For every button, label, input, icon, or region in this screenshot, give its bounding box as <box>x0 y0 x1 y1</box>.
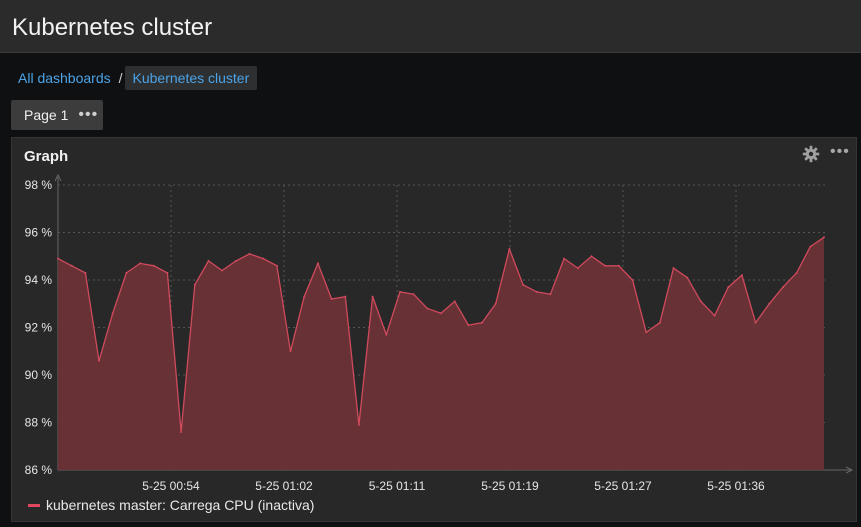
data-point <box>823 236 825 239</box>
data-point <box>139 262 142 265</box>
data-point <box>617 264 620 267</box>
data-point <box>125 271 128 274</box>
data-point <box>275 264 278 267</box>
breadcrumb: All dashboards / Kubernetes cluster <box>12 66 258 90</box>
graph-chart: 98 % 96 % 94 % 92 % 90 % 88 % 86 % 5-25 00:54 5-… <box>25 173 854 493</box>
data-point <box>316 262 319 265</box>
data-point <box>221 269 224 272</box>
x-tick-label: 5-25 00:54 <box>142 479 200 493</box>
dashboard-title: Kubernetes cluster <box>12 14 213 41</box>
data-point <box>481 321 483 324</box>
x-tick-label: 5-25 01:27 <box>594 479 652 493</box>
data-point <box>111 312 114 315</box>
data-point <box>768 302 771 305</box>
data-point <box>590 255 593 258</box>
data-point <box>549 293 552 296</box>
data-point <box>344 295 347 298</box>
data-point <box>686 276 689 279</box>
data-point <box>604 264 607 267</box>
breadcrumb-current-dashboard[interactable]: Kubernetes cluster <box>124 66 258 90</box>
x-tick-label: 5-25 01:19 <box>481 479 539 493</box>
data-point <box>70 264 73 267</box>
data-point <box>412 293 415 296</box>
data-point <box>57 257 59 260</box>
legend-swatch <box>28 503 40 507</box>
data-point <box>631 279 634 281</box>
data-point <box>289 350 292 353</box>
data-point <box>754 321 757 324</box>
data-point <box>330 298 333 300</box>
series-area <box>58 237 824 470</box>
chart-legend: kubernetes master: Carrega CPU (inactiva… <box>28 497 314 513</box>
data-point <box>152 264 155 267</box>
x-tick-label: 5-25 01:11 <box>369 479 426 493</box>
data-point <box>453 300 456 303</box>
data-point <box>303 295 306 298</box>
y-tick-label: 86 % <box>25 463 53 477</box>
graph-panel: 98 % 96 % 94 % 92 % 90 % 88 % 86 % 5-25 00:54 5-… <box>11 137 857 522</box>
y-tick-label: 96 % <box>25 226 53 240</box>
data-point <box>399 290 401 293</box>
data-point <box>782 286 784 289</box>
data-point <box>207 260 210 262</box>
data-point <box>193 283 196 286</box>
panel-title: Graph <box>24 148 69 165</box>
y-tick-label: 94 % <box>25 273 53 287</box>
data-point <box>234 260 237 262</box>
data-point <box>535 290 538 293</box>
dashboard-header: Kubernetes cluster <box>0 0 861 53</box>
data-point <box>357 423 360 426</box>
panel-menu-icon[interactable]: ••• <box>830 143 850 160</box>
y-tick-label: 98 % <box>25 178 53 192</box>
data-point <box>84 271 87 274</box>
data-point <box>262 257 265 260</box>
gear-icon[interactable] <box>802 145 820 163</box>
page-tab-label: Page 1 <box>24 107 69 123</box>
breadcrumb-separator: / <box>118 70 123 86</box>
data-point <box>658 321 661 324</box>
data-point <box>713 314 716 317</box>
data-point <box>522 283 525 286</box>
data-point <box>809 245 812 248</box>
y-tick-label: 88 % <box>25 416 53 430</box>
data-point <box>795 271 798 274</box>
x-tick-label: 5-25 01:02 <box>255 479 313 493</box>
data-point <box>426 307 429 310</box>
y-tick-label: 90 % <box>25 368 53 382</box>
data-point <box>166 271 169 274</box>
data-point <box>467 324 470 327</box>
data-point <box>699 300 702 303</box>
y-tick-label: 92 % <box>25 321 53 335</box>
page-menu-icon[interactable]: ••• <box>78 106 99 123</box>
data-point <box>508 248 511 251</box>
data-point <box>740 274 743 277</box>
x-axis-arrow <box>845 466 854 474</box>
data-point <box>645 331 648 334</box>
data-point <box>494 302 497 305</box>
page-tab-button[interactable]: Page 1 ••• <box>11 100 103 130</box>
breadcrumb-all-dashboards-link[interactable]: All dashboards <box>18 70 111 86</box>
data-point <box>576 267 579 270</box>
data-point <box>563 257 566 260</box>
data-point <box>180 431 183 433</box>
data-point <box>385 333 388 336</box>
data-point <box>248 252 251 255</box>
data-point <box>440 312 442 315</box>
data-point <box>98 359 100 362</box>
y-axis-arrow <box>54 173 62 182</box>
data-point <box>672 267 675 270</box>
data-point <box>727 286 730 289</box>
x-tick-label: 5-25 01:36 <box>707 479 765 493</box>
data-point <box>371 295 374 298</box>
legend-series-label[interactable]: kubernetes master: Carrega CPU (inactiva… <box>46 497 315 513</box>
